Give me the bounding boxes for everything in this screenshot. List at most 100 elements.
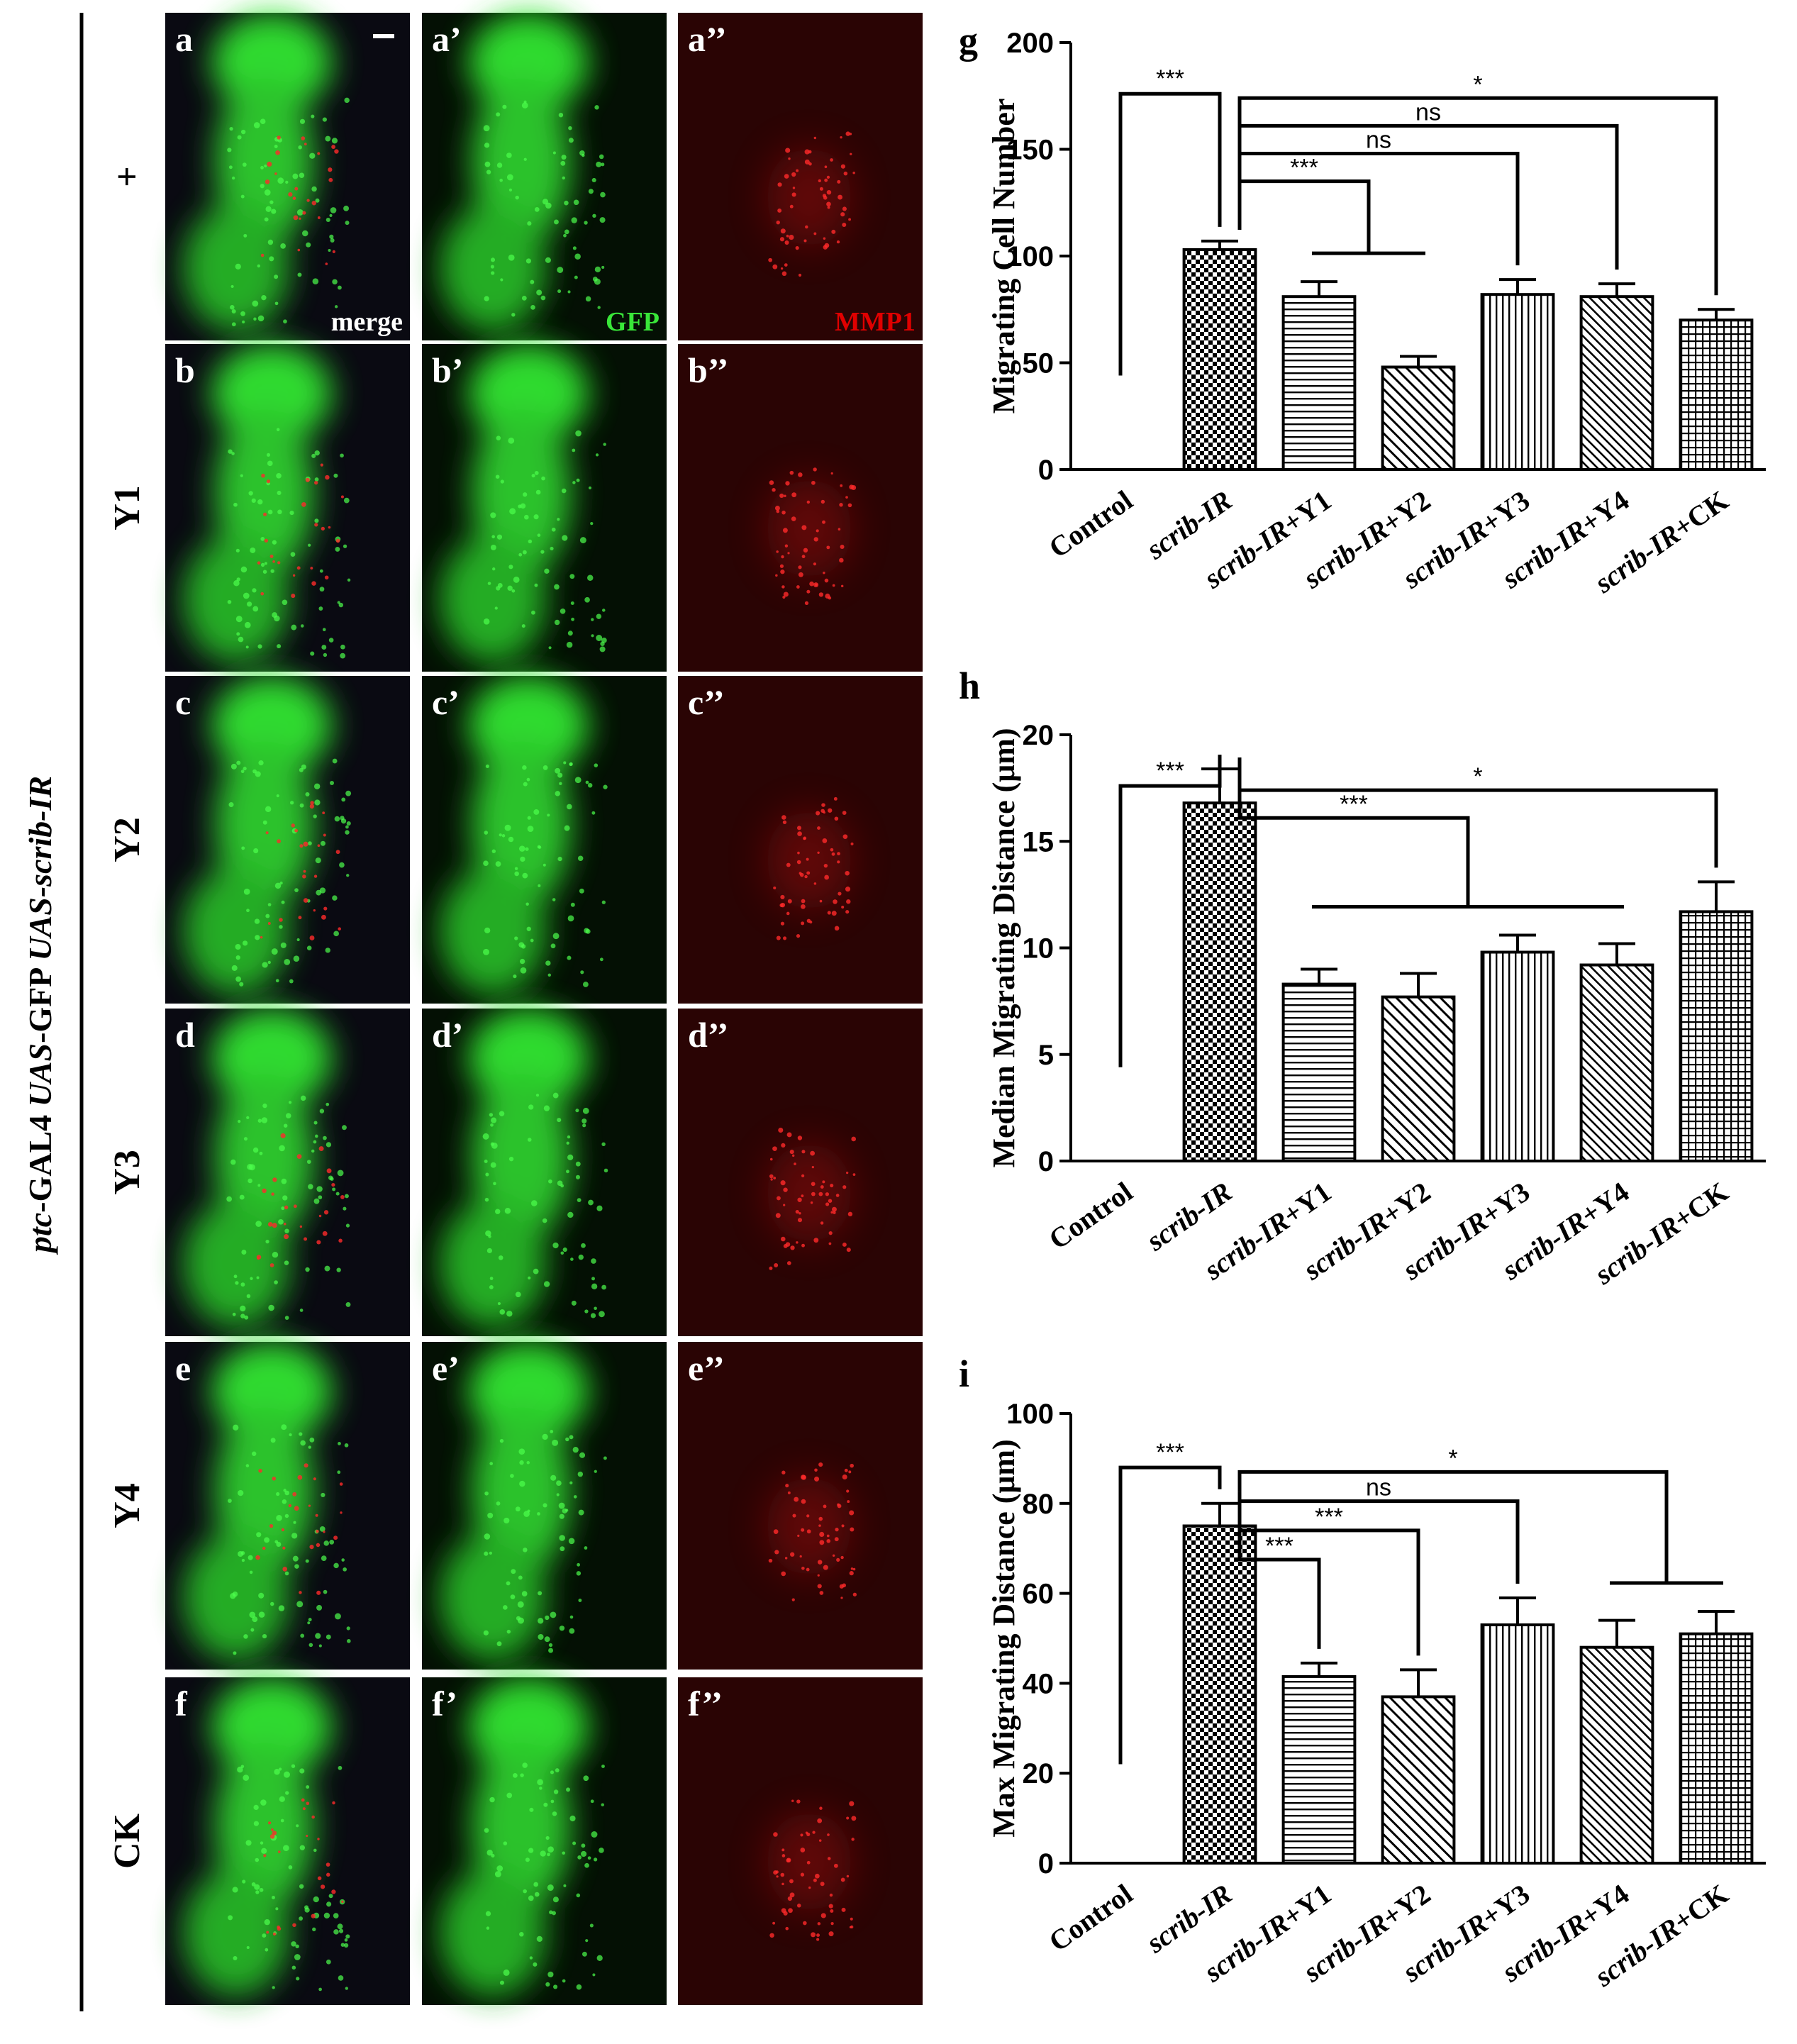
sig-label: *** (1290, 155, 1318, 182)
x-tick-label: Control (1043, 1878, 1138, 1958)
bar-chart-i: i 0 20 40 60 80 100 Max Migrating Distance (μm)… (959, 1353, 1766, 1993)
micrograph-panel: c’’ (678, 676, 923, 1004)
genotype-label: ptc-GAL4 UAS-GFP UAS-scrib-IR (22, 776, 58, 1255)
mmp1-signal (767, 1462, 857, 1601)
panel-letter: a (175, 19, 193, 59)
channel-label: merge (331, 307, 403, 337)
bar (1182, 248, 1257, 471)
gfp-tissue (440, 676, 589, 995)
gfp-speckles (482, 1092, 608, 1318)
gfp-speckles (483, 1430, 607, 1653)
bar (1281, 1674, 1357, 1865)
panel-letter: f (175, 1684, 188, 1723)
sig-label: * (1448, 1445, 1457, 1472)
bar (1281, 295, 1357, 471)
panel-letter: e (175, 1348, 191, 1388)
sig-bracket (1237, 1470, 1669, 1583)
bar (1281, 982, 1357, 1162)
micrograph-panel: a’ GFP (422, 13, 667, 340)
gfp-tissue (183, 344, 332, 663)
channel-label: GFP (606, 307, 660, 337)
y-tick-label: 40 (1023, 1668, 1055, 1699)
panel-letter: d (175, 1015, 195, 1055)
micrograph-panel: b’’ (678, 344, 923, 672)
row-condition-label: Y3 (107, 1150, 148, 1195)
mmp1-signal (260, 135, 339, 265)
sig-bracket (1237, 152, 1520, 266)
y-tick-label: 100 (1006, 241, 1054, 272)
bar (1480, 950, 1555, 1162)
row-condition-label: Y4 (107, 1483, 148, 1528)
gfp-speckles (227, 428, 351, 659)
bar (1480, 1623, 1555, 1865)
sig-label: *** (1315, 1504, 1343, 1531)
gfp-speckles (226, 1095, 351, 1320)
mmp1-signal (255, 1463, 343, 1595)
bar (1381, 995, 1456, 1162)
bar (1579, 295, 1654, 471)
mmp1-signal (257, 463, 344, 599)
bar (1480, 293, 1555, 471)
y-tick-label: 15 (1023, 826, 1055, 857)
micrograph-panel: f’ (422, 1677, 667, 2005)
micrograph-panel: d (165, 1009, 410, 1336)
sig-bracket (1118, 91, 1222, 376)
chart-panel-letter: g (959, 19, 978, 62)
row-condition-label: + (107, 166, 148, 187)
bar (1579, 963, 1654, 1163)
micrograph-panel: d’’ (678, 1009, 923, 1336)
panel-letter: c’ (432, 682, 460, 722)
sig-bracket (1237, 123, 1619, 270)
scale-bar (373, 34, 394, 38)
mmp1-signal (767, 467, 857, 605)
y-axis-label: Median Migrating Distance (μm) (986, 728, 1021, 1167)
gfp-tissue (183, 1342, 332, 1661)
bar (1182, 1524, 1257, 1865)
micrograph-panel: c (165, 676, 410, 1004)
y-tick-label: 80 (1023, 1489, 1055, 1520)
y-tick-label: 50 (1023, 348, 1055, 379)
mmp1-signal (263, 1798, 344, 1936)
bar (1381, 365, 1456, 472)
y-axis-label: Migrating Cell Number (986, 99, 1021, 414)
panel-letter: b’’ (688, 350, 728, 390)
sig-bracket (1237, 757, 1470, 907)
micrograph-panel: e’’ (678, 1342, 923, 1670)
panel-letter: b’ (432, 350, 463, 390)
micrograph-panel: b’ (422, 344, 667, 672)
gfp-speckles (483, 430, 607, 652)
sig-bracket (1118, 755, 1222, 1067)
sig-label: *** (1340, 791, 1368, 818)
sig-label: *** (1156, 1439, 1184, 1466)
panel-letter: c (175, 682, 191, 722)
y-tick-label: 5 (1038, 1040, 1054, 1071)
gfp-speckles (228, 1424, 351, 1655)
row-condition-label: Y2 (107, 817, 148, 862)
channel-label: MMP1 (835, 307, 916, 337)
row-condition-label: Y1 (107, 485, 148, 531)
micrograph-panel: b (165, 344, 410, 672)
panel-letter: d’’ (688, 1015, 728, 1055)
gfp-tissue (440, 1677, 589, 1996)
y-tick-label: 60 (1023, 1579, 1055, 1610)
mmp1-signal (767, 1799, 857, 1941)
panel-letter: a’ (432, 19, 462, 59)
x-tick-label: Control (1043, 484, 1138, 565)
micrograph-panel: a merge (165, 13, 410, 340)
y-tick-label: 100 (1006, 1399, 1054, 1430)
sig-bracket (1237, 1492, 1520, 1584)
y-axis-label: Max Migrating Distance (μm) (986, 1439, 1021, 1837)
y-tick-label: 20 (1023, 1758, 1055, 1789)
y-tick-label: 200 (1006, 28, 1054, 59)
micrograph-panel: d’ (422, 1009, 667, 1336)
panel-letter: f’’ (688, 1684, 723, 1723)
y-tick-label: 0 (1038, 1848, 1054, 1879)
sig-label: *** (1265, 1533, 1293, 1560)
panel-letter: a’’ (688, 19, 727, 59)
mmp1-signal (767, 1127, 857, 1270)
micrograph-panel: f’’ (678, 1677, 923, 2005)
gfp-speckles (228, 1764, 350, 1992)
sig-label: *** (1156, 757, 1184, 784)
